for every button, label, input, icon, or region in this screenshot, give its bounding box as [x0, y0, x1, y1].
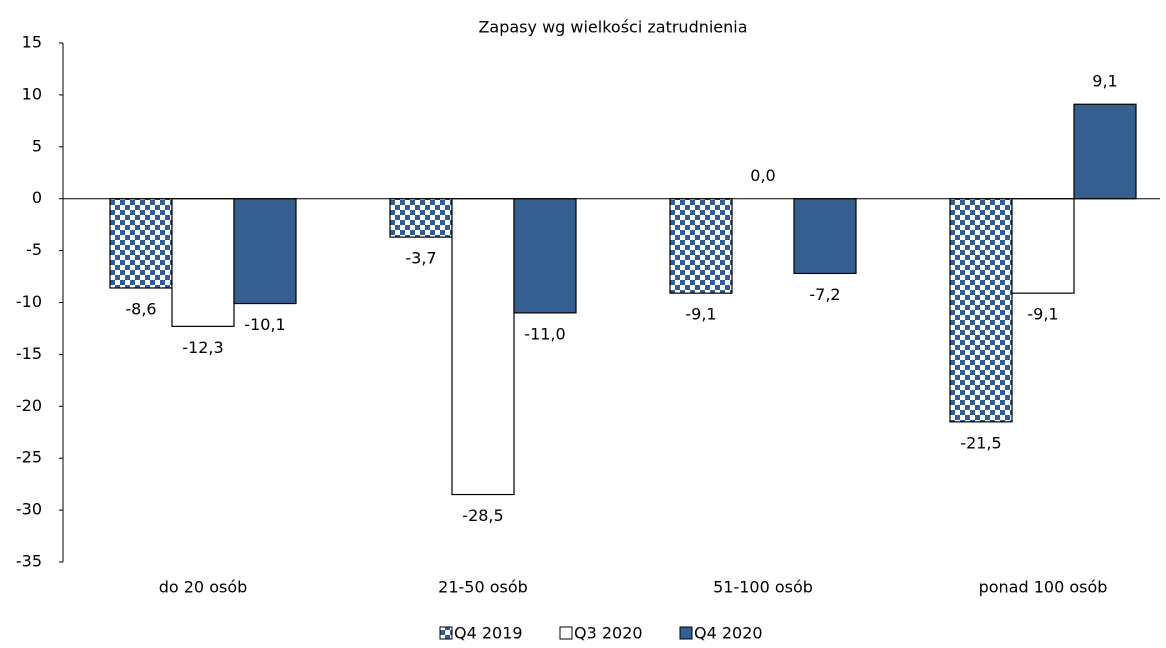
- data-label: -11,0: [524, 324, 565, 343]
- y-tick-label: 0: [32, 188, 42, 207]
- x-tick-label: 21-50 osób: [438, 578, 528, 597]
- bar: [1073, 103, 1137, 200]
- y-tick-label: 15: [22, 33, 42, 52]
- bar: [949, 198, 1013, 423]
- data-label: -3,7: [405, 249, 436, 268]
- legend-swatch: [439, 626, 453, 640]
- data-label: 0,0: [750, 166, 775, 185]
- y-tick-label: 5: [32, 136, 42, 155]
- bar: [451, 198, 515, 496]
- bar: [389, 198, 453, 238]
- x-tick-label: ponad 100 osób: [979, 578, 1108, 597]
- legend-label: Q4 2019: [454, 624, 523, 643]
- bar: [171, 198, 235, 327]
- data-label: -12,3: [182, 338, 223, 357]
- bar: [233, 198, 297, 305]
- data-label: -21,5: [960, 433, 1001, 452]
- legend-swatch: [679, 626, 693, 640]
- chart-title: Zapasy wg wielkości zatrudnienia: [478, 18, 747, 37]
- legend-swatch: [559, 626, 573, 640]
- data-label: -9,1: [1027, 305, 1058, 324]
- bar: [669, 198, 733, 294]
- data-label: -9,1: [685, 305, 716, 324]
- legend-label: Q3 2020: [574, 624, 643, 643]
- data-label: -28,5: [462, 506, 503, 525]
- y-tick-label: -30: [16, 500, 42, 519]
- bar: [109, 198, 173, 289]
- y-tick-label: 10: [22, 84, 42, 103]
- data-label: -8,6: [125, 299, 156, 318]
- legend-label: Q4 2020: [694, 624, 763, 643]
- bar: [513, 198, 577, 314]
- y-tick-label: -5: [26, 240, 42, 259]
- y-tick-label: -20: [16, 396, 42, 415]
- data-label: -7,2: [809, 285, 840, 304]
- bar: [793, 198, 857, 275]
- x-tick-label: do 20 osób: [159, 578, 248, 597]
- y-tick-label: -25: [16, 448, 42, 467]
- y-tick-label: -35: [16, 552, 42, 571]
- bar: [1011, 198, 1075, 294]
- data-label: -10,1: [244, 315, 285, 334]
- y-tick-label: -15: [16, 344, 42, 363]
- y-tick-label: -10: [16, 292, 42, 311]
- x-tick-label: 51-100 osób: [713, 578, 813, 597]
- data-label: 9,1: [1092, 72, 1117, 91]
